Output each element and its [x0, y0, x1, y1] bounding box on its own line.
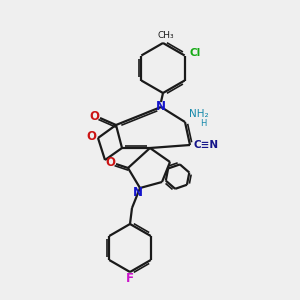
Text: C≡N: C≡N — [194, 140, 219, 150]
Text: O: O — [105, 157, 115, 169]
Text: N: N — [133, 185, 143, 199]
Text: H: H — [200, 119, 206, 128]
Text: CH₃: CH₃ — [158, 31, 174, 40]
Text: O: O — [86, 130, 96, 143]
Text: O: O — [89, 110, 99, 122]
Text: Cl: Cl — [189, 47, 200, 58]
Text: F: F — [126, 272, 134, 286]
Text: N: N — [156, 100, 166, 113]
Text: NH₂: NH₂ — [189, 109, 209, 119]
